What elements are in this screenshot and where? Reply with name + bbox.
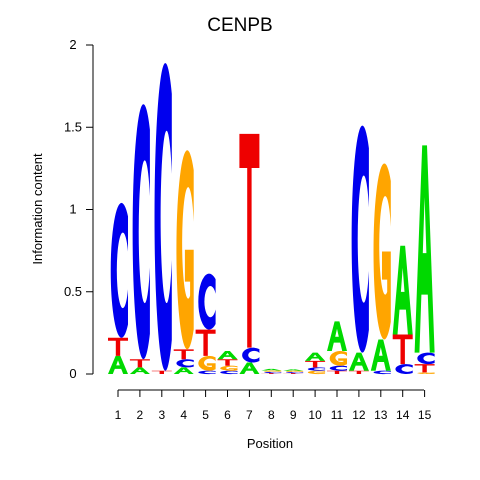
logo-letter-T bbox=[217, 359, 238, 366]
logo-column bbox=[217, 350, 238, 374]
logo-letter-G bbox=[220, 365, 238, 371]
logo-letter-C bbox=[198, 273, 216, 330]
chart-title: CENPB bbox=[207, 15, 272, 36]
logo-column bbox=[151, 63, 172, 374]
logo-letter-C bbox=[417, 352, 435, 365]
logo-letter-A bbox=[217, 350, 238, 360]
logo-letter-T bbox=[305, 360, 326, 368]
logo-column bbox=[261, 368, 282, 374]
x-axis: 1 2 3 4 5 6 7 8 9 10 11 12 13 14 15 bbox=[115, 389, 432, 422]
logo-letter-A bbox=[392, 245, 413, 335]
logo-column bbox=[348, 125, 369, 374]
logo-letter-C bbox=[242, 347, 260, 363]
x-tick-label: 4 bbox=[180, 408, 187, 422]
logo-letter-G bbox=[176, 150, 194, 350]
y-axis: 0 0.5 1 1.5 2 bbox=[64, 37, 94, 381]
x-tick-label: 12 bbox=[352, 408, 366, 422]
logo-column bbox=[305, 352, 326, 374]
logo-letter-A bbox=[261, 368, 282, 371]
logo-letter-A bbox=[305, 352, 326, 361]
logo-column bbox=[327, 321, 347, 374]
logo-column bbox=[392, 245, 413, 374]
x-tick-label: 6 bbox=[224, 408, 231, 422]
logo-letter-G bbox=[198, 355, 216, 371]
logo-letter-T bbox=[239, 133, 260, 348]
logo-column bbox=[173, 150, 194, 374]
logo-letter-G bbox=[373, 163, 391, 340]
y-axis-label: Information content bbox=[30, 153, 45, 265]
logo-letter-C bbox=[373, 370, 391, 374]
logo-letter-A bbox=[348, 352, 369, 371]
logo-letter-A bbox=[239, 362, 260, 374]
logo-letter-T bbox=[129, 359, 150, 368]
logo-letter-A bbox=[283, 369, 304, 371]
logo-letter-C bbox=[329, 365, 347, 371]
logo-letter-T bbox=[195, 329, 216, 356]
x-tick-label: 10 bbox=[308, 408, 322, 422]
logo-letter-T bbox=[327, 370, 347, 374]
logo-letter-C bbox=[264, 371, 282, 374]
logo-letter-G bbox=[285, 370, 304, 373]
logo-column bbox=[108, 202, 128, 374]
logo-letter-G bbox=[264, 370, 282, 372]
logo-stacks bbox=[108, 63, 435, 374]
logo-column bbox=[239, 133, 260, 374]
x-tick-label: 14 bbox=[396, 408, 410, 422]
logo-letter-T bbox=[414, 364, 435, 373]
x-tick-label: 7 bbox=[246, 408, 253, 422]
y-tick-label: 0.5 bbox=[64, 284, 82, 299]
logo-letter-C bbox=[395, 364, 413, 374]
x-axis-label: Position bbox=[247, 436, 293, 451]
logo-column bbox=[370, 163, 391, 374]
y-tick-label: 0 bbox=[69, 366, 76, 381]
logo-letter-T bbox=[261, 373, 282, 374]
x-tick-label: 1 bbox=[115, 408, 122, 422]
y-tick-label: 1 bbox=[69, 202, 76, 217]
x-tick-label: 5 bbox=[202, 408, 209, 422]
logo-letter-C bbox=[198, 370, 216, 374]
logo-column bbox=[129, 104, 150, 374]
y-ticks: 0 0.5 1 1.5 2 bbox=[64, 37, 93, 381]
logo-letter-G bbox=[417, 372, 435, 374]
logo-letter-C bbox=[132, 104, 150, 360]
logo-letter-C bbox=[285, 372, 304, 374]
logo-letter-C bbox=[351, 125, 369, 353]
logo-letter-G bbox=[307, 370, 326, 374]
x-tick-label: 11 bbox=[331, 408, 344, 422]
logo-letter-A bbox=[327, 321, 347, 351]
y-tick-label: 1.5 bbox=[64, 119, 82, 134]
logo-letter-G bbox=[329, 350, 347, 366]
logo-letter-T bbox=[151, 370, 172, 374]
logo-letter-A bbox=[370, 339, 391, 371]
x-ticks: 1 2 3 4 5 6 7 8 9 10 11 12 13 14 15 bbox=[115, 390, 432, 422]
logo-letter-A bbox=[129, 367, 150, 374]
logo-letter-C bbox=[307, 367, 326, 371]
logo-letter-A bbox=[414, 145, 435, 353]
logo-column bbox=[414, 145, 435, 374]
logo-letter-C bbox=[176, 359, 194, 368]
x-tick-label: 2 bbox=[137, 408, 144, 422]
x-tick-label: 15 bbox=[418, 408, 432, 422]
logo-letter-T bbox=[173, 349, 194, 360]
logo-letter-T bbox=[283, 373, 304, 374]
logo-column bbox=[195, 273, 216, 374]
x-tick-label: 8 bbox=[268, 408, 275, 422]
logo-letter-T bbox=[392, 334, 413, 365]
logo-letter-C bbox=[220, 370, 238, 374]
logo-letter-C bbox=[110, 202, 128, 338]
y-tick-label: 2 bbox=[69, 37, 76, 52]
logo-letter-A bbox=[108, 355, 128, 374]
x-tick-label: 9 bbox=[290, 408, 297, 422]
x-tick-label: 3 bbox=[158, 408, 165, 422]
logo-letter-T bbox=[348, 370, 369, 374]
logo-letter-T bbox=[108, 337, 128, 356]
logo-letter-C bbox=[154, 63, 172, 371]
x-tick-label: 13 bbox=[374, 408, 388, 422]
logo-column bbox=[283, 369, 304, 374]
logo-letter-A bbox=[173, 367, 194, 374]
